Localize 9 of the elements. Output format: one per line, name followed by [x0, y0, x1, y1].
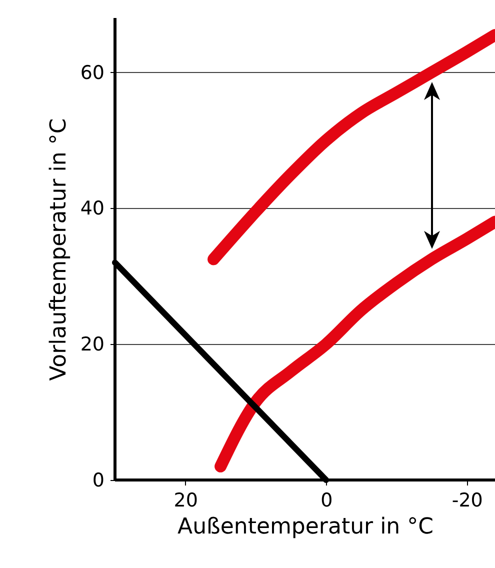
x-tick-label: 20: [174, 490, 198, 512]
x-tick-label: 0: [320, 490, 333, 512]
y-tick-label: 0: [92, 470, 104, 492]
y-tick-label: 20: [80, 334, 104, 356]
x-tick-label: -20: [452, 490, 483, 512]
x-axis-title: Außentemperatur in °C: [178, 514, 434, 540]
y-tick-label: 60: [80, 62, 104, 84]
y-tick-label: 40: [80, 198, 104, 220]
y-axis-title: Vorlauftemperatur in °C: [46, 118, 72, 381]
